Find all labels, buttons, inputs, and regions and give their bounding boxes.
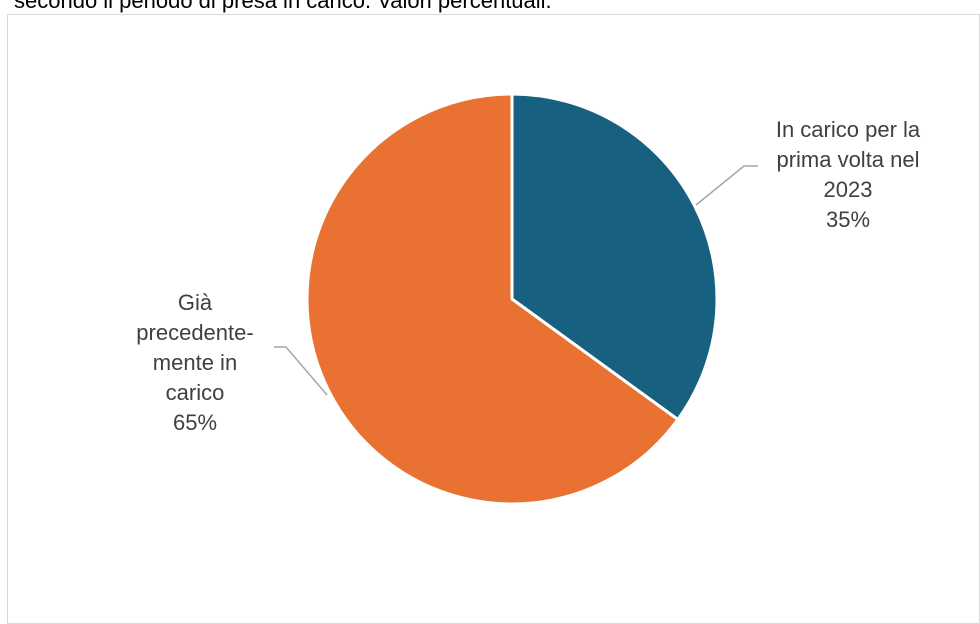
pie-chart: In carico per la prima volta nel 2023 35% Gi… xyxy=(136,92,921,506)
slice-name-label-2: carico xyxy=(166,380,225,405)
chart-caption: secondo il periodo di presa in carico. V… xyxy=(14,0,552,13)
slice-name-label-2: mente in xyxy=(153,350,237,375)
slice-name-label-2: Già xyxy=(178,290,213,315)
slice-value-label-1: 35% xyxy=(826,207,870,232)
pie-slice-2 xyxy=(305,92,680,506)
leader-line-1 xyxy=(695,165,758,206)
slice-name-label-1: prima volta nel xyxy=(776,147,919,172)
leader-line-2 xyxy=(274,346,328,396)
slice-name-label-2: precedente- xyxy=(136,320,253,345)
pie-slice-1 xyxy=(510,92,719,421)
slice-name-label-1: 2023 xyxy=(824,177,873,202)
slice-value-label-2: 65% xyxy=(173,410,217,435)
slice-name-label-1: In carico per la xyxy=(776,117,921,142)
